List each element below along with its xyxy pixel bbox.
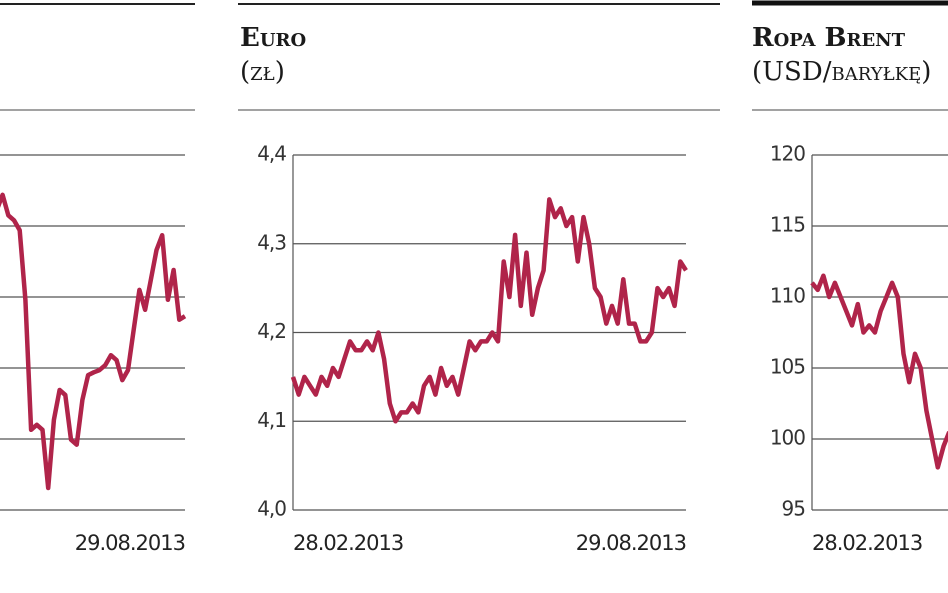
data-line: [0, 192, 187, 491]
y-tick-label: 105: [770, 355, 805, 379]
x-tick-label: 28.02.2013: [812, 531, 922, 555]
chart-subtitle: (USD/baryłkę): [752, 57, 931, 87]
x-tick-label: 28.02.2013: [293, 531, 403, 555]
y-tick-label: 4,0: [257, 497, 286, 521]
y-tick-label: 4,2: [257, 319, 286, 343]
chart-title: Ropa Brent: [752, 23, 906, 53]
x-tick-label: 29.08.2013: [75, 531, 185, 555]
y-tick-label: 100: [770, 426, 805, 450]
chart-title: Euro: [240, 23, 306, 53]
y-tick-label: 95: [782, 497, 805, 521]
y-tick-label: 4,4: [257, 142, 286, 166]
chart-subtitle: (zł): [240, 57, 285, 87]
y-tick-label: 4,3: [257, 230, 286, 254]
y-tick-label: 120: [770, 142, 805, 166]
y-tick-label: 110: [770, 284, 805, 308]
data-line: [290, 197, 688, 424]
y-tick-label: 4,1: [257, 408, 286, 432]
data-line: [810, 273, 948, 470]
x-tick-label: 29.08.2013: [576, 531, 686, 555]
y-tick-label: 115: [770, 213, 805, 237]
